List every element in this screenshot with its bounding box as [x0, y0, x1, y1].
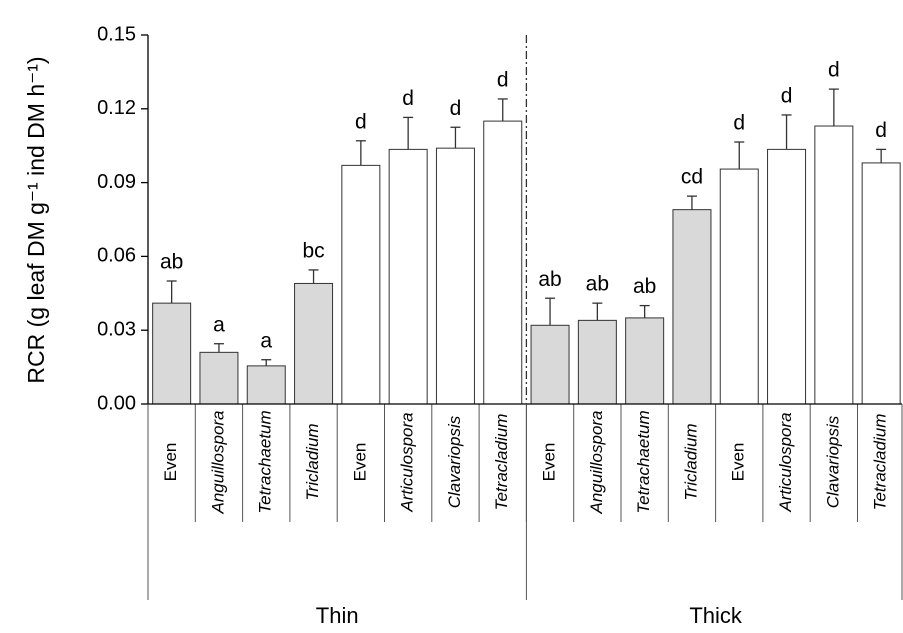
group-label: Thin: [316, 603, 359, 628]
significance-letter: ab: [160, 251, 183, 274]
significance-letter: ab: [633, 275, 656, 298]
significance-letter: d: [828, 59, 840, 82]
bar: [672, 209, 712, 405]
significance-letter: a: [213, 313, 225, 336]
bar: [814, 125, 854, 405]
bar: [388, 148, 428, 405]
bar: [435, 147, 475, 405]
x-tick-label: Anguillospora: [587, 410, 606, 514]
x-tick-label: Tricladium: [303, 423, 322, 500]
y-tick-label: 0.00: [97, 392, 136, 414]
x-tick-label: Tetrachaetum: [634, 410, 653, 513]
significance-letter: a: [260, 329, 272, 352]
significance-letter: ab: [538, 268, 561, 291]
significance-letter: d: [875, 119, 887, 142]
significance-letter: bc: [302, 239, 324, 262]
x-tick-label: Tetracladium: [871, 414, 890, 511]
significance-letter: d: [402, 87, 414, 110]
bar: [152, 302, 192, 405]
significance-letter: d: [450, 97, 462, 120]
bar: [719, 168, 759, 405]
x-tick-label: Tetrachaetum: [256, 410, 275, 513]
group-label: Thick: [689, 603, 743, 628]
significance-letter: cd: [681, 166, 703, 189]
x-tick-label: Tricladium: [681, 423, 700, 500]
x-tick-label: Even: [729, 443, 748, 482]
y-axis-label: RCR (g leaf DM g⁻¹ ind DM h⁻¹): [23, 56, 49, 383]
x-tick-label: Even: [540, 443, 559, 482]
bar: [625, 317, 665, 405]
x-tick-label: Even: [350, 443, 369, 482]
bar: [483, 120, 523, 405]
bar: [861, 162, 901, 405]
significance-letter: d: [781, 84, 793, 107]
significance-letter: d: [355, 110, 367, 133]
bar: [246, 365, 286, 405]
x-tick-label: Articulospora: [776, 412, 795, 512]
y-tick-label: 0.03: [97, 318, 136, 340]
significance-letter: d: [733, 112, 745, 135]
x-tick-label: Articulospora: [398, 412, 417, 512]
x-tick-label: Anguillospora: [208, 410, 227, 514]
y-tick-label: 0.15: [97, 23, 136, 45]
bar: [530, 324, 570, 405]
x-tick-label: Clavariopsis: [445, 415, 464, 508]
bar: [767, 148, 807, 405]
bar: [199, 351, 239, 405]
x-tick-label: Even: [161, 443, 180, 482]
y-tick-label: 0.12: [97, 97, 136, 119]
bar: [341, 164, 381, 405]
bar: [577, 319, 617, 405]
x-tick-label: Clavariopsis: [823, 415, 842, 508]
y-tick-label: 0.06: [97, 245, 136, 267]
significance-letter: ab: [586, 273, 609, 296]
significance-letter: d: [497, 69, 509, 92]
y-tick-label: 0.09: [97, 171, 136, 193]
x-tick-label: Tetracladium: [492, 414, 511, 511]
bar: [294, 282, 334, 405]
